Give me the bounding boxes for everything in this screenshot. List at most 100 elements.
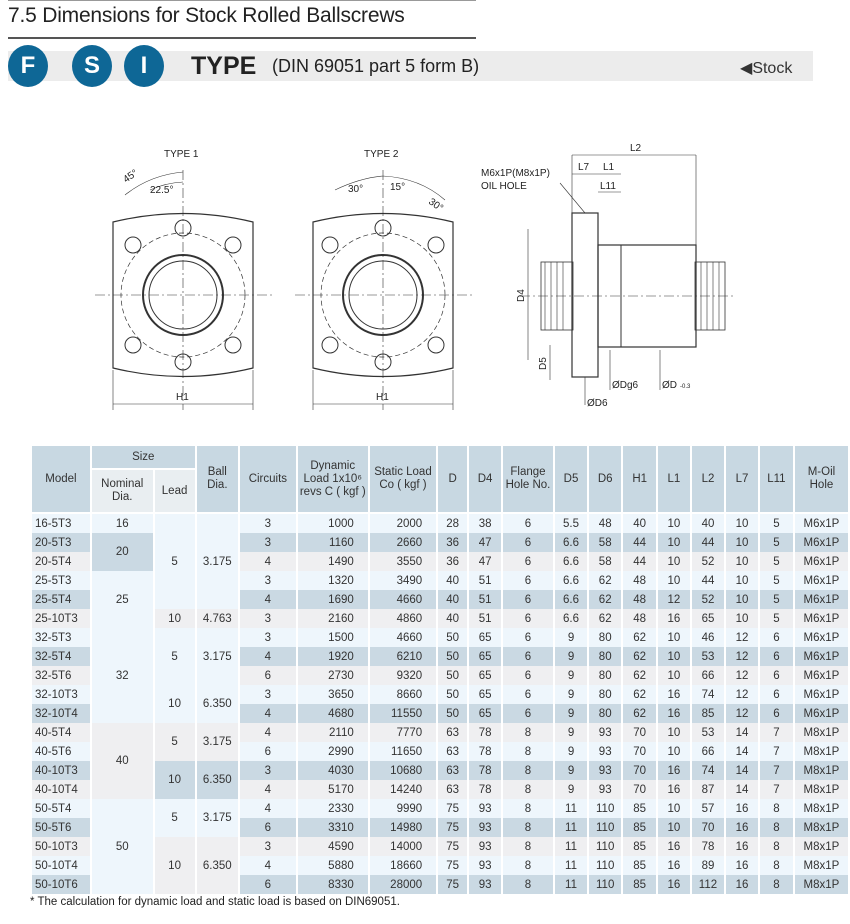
cell-value: 74: [689, 761, 727, 780]
table-row: 16-5T3 16 5 3.175 3 1000 2000 28 38 6 5.5 48 40 10 40 1…: [30, 513, 850, 609]
type1-drawing: TYPE 1 45° 22.5° H1: [95, 149, 272, 410]
cell-value: 75: [436, 856, 470, 875]
cell-value: 62: [621, 647, 659, 666]
cell-value: 4860: [367, 609, 439, 628]
cell-value: M6x1P: [792, 513, 850, 533]
table-body: 16-5T3 16 5 3.175 3 1000 2000 28 38 6 5.5 48 40 10 40 1…: [30, 513, 850, 894]
cell-value: 1000: [295, 513, 370, 533]
cell-value: 5: [757, 552, 795, 571]
cell-value: 12: [724, 704, 760, 723]
dimensions-table: Model Size Ball Dia. Circuits Dynamic Lo…: [30, 444, 850, 894]
cell-value: 10: [656, 571, 692, 590]
cell-value: 47: [467, 533, 503, 552]
cell-value: 10: [724, 533, 760, 552]
cell-value: 5: [757, 609, 795, 628]
cell-value: 4: [237, 552, 298, 571]
cell-value: 62: [621, 628, 659, 647]
cell-value: 5: [757, 590, 795, 609]
cell-ball: 4.763: [194, 609, 240, 628]
cell-value: 4: [237, 780, 298, 799]
cell-value: 51: [467, 571, 503, 590]
cell-value: 46: [689, 628, 727, 647]
cell-value: 50: [436, 647, 470, 666]
cell-value: 6: [501, 590, 555, 609]
cell-lead: 10: [152, 837, 197, 894]
cell-model: 16-5T3: [30, 513, 92, 533]
col-size: Size: [89, 444, 197, 470]
cell-lead: 10: [152, 609, 197, 628]
cell-value: 28: [436, 513, 470, 533]
cell-value: 8: [501, 799, 555, 818]
cell-value: 4: [237, 799, 298, 818]
cell-value: 3: [237, 685, 298, 704]
cell-value: 6: [501, 647, 555, 666]
cell-value: 78: [467, 723, 503, 742]
cell-value: 6: [501, 513, 555, 533]
cell-value: 6.6: [552, 552, 590, 571]
cell-nominal: 32: [89, 628, 155, 723]
cell-value: M6x1P: [792, 590, 850, 609]
cell-value: M8x1P: [792, 875, 850, 894]
page-title: 7.5 Dimensions for Stock Rolled Ballscre…: [8, 4, 405, 27]
side-d5: D5: [538, 357, 549, 370]
cell-value: 52: [689, 552, 727, 571]
col-l1: L1: [656, 444, 692, 514]
cell-value: 11: [552, 837, 590, 856]
cell-model: 50-5T6: [30, 818, 92, 837]
col-d6: D6: [587, 444, 624, 514]
cell-value: 10: [656, 552, 692, 571]
cell-value: 6: [757, 666, 795, 685]
cell-value: 70: [621, 761, 659, 780]
cell-value: 11: [552, 799, 590, 818]
cell-value: 74: [689, 685, 727, 704]
cell-value: 12: [724, 666, 760, 685]
cell-value: 9: [552, 685, 590, 704]
badge-s: S: [72, 45, 112, 87]
cell-value: 1490: [295, 552, 370, 571]
cell-value: 85: [689, 704, 727, 723]
cell-value: 12: [724, 685, 760, 704]
cell-value: 65: [467, 666, 503, 685]
cell-value: 3650: [295, 685, 370, 704]
cell-nominal: 40: [89, 723, 155, 799]
table-row: 40-5T6 6 2990 11650 63 78 8 9 93 70 10 66 14 7 M8x1P: [30, 742, 850, 761]
cell-value: 6: [237, 666, 298, 685]
cell-value: 10680: [367, 761, 439, 780]
cell-ball: 3.175: [194, 723, 240, 761]
cell-value: M6x1P: [792, 571, 850, 590]
cell-value: M8x1P: [792, 742, 850, 761]
cell-value: 12: [724, 647, 760, 666]
cell-nominal: 16: [89, 513, 155, 533]
col-l7: L7: [724, 444, 760, 514]
cell-model: 40-10T3: [30, 761, 92, 780]
cell-value: M6x1P: [792, 685, 850, 704]
table-row: 32-10T4 4 4680 11550 50 65 6 9 80 62 16 85 12 6 M6x1P: [30, 704, 850, 723]
table-row: 50-10T4 4 5880 18660 75 93 8 11 110 85 16 89 16 8 M8x1…: [30, 856, 850, 875]
cell-value: 70: [621, 780, 659, 799]
cell-value: 8330: [295, 875, 370, 894]
cell-value: M8x1P: [792, 761, 850, 780]
cell-value: 7: [757, 780, 795, 799]
footnote: * The calculation for dynamic load and s…: [30, 896, 400, 908]
table-row: 40-10T4 4 5170 14240 63 78 8 9 93 70 16 87 14 7 M8x1P: [30, 780, 850, 799]
table-row: 20-5T3 20 3 1160 2660 36 47 6 6.6 58 44 10 44 10 5 M6x1…: [30, 533, 850, 571]
cell-value: 3: [237, 609, 298, 628]
cell-value: 3550: [367, 552, 439, 571]
cell-value: 93: [467, 875, 503, 894]
cell-model: 40-5T4: [30, 723, 92, 742]
cell-value: 4: [237, 647, 298, 666]
cell-value: 5.5: [552, 513, 590, 533]
cell-value: 6: [237, 742, 298, 761]
cell-model: 25-10T3: [30, 609, 92, 628]
cell-value: 6: [757, 704, 795, 723]
cell-value: 40: [436, 590, 470, 609]
col-oil: M-Oil Hole: [792, 444, 850, 514]
cell-value: 50: [436, 666, 470, 685]
cell-value: 6: [501, 628, 555, 647]
cell-value: 5170: [295, 780, 370, 799]
col-h1: H1: [621, 444, 659, 514]
col-nominal: Nominal Dia.: [89, 468, 155, 514]
cell-value: 75: [436, 837, 470, 856]
cell-value: 48: [621, 609, 659, 628]
